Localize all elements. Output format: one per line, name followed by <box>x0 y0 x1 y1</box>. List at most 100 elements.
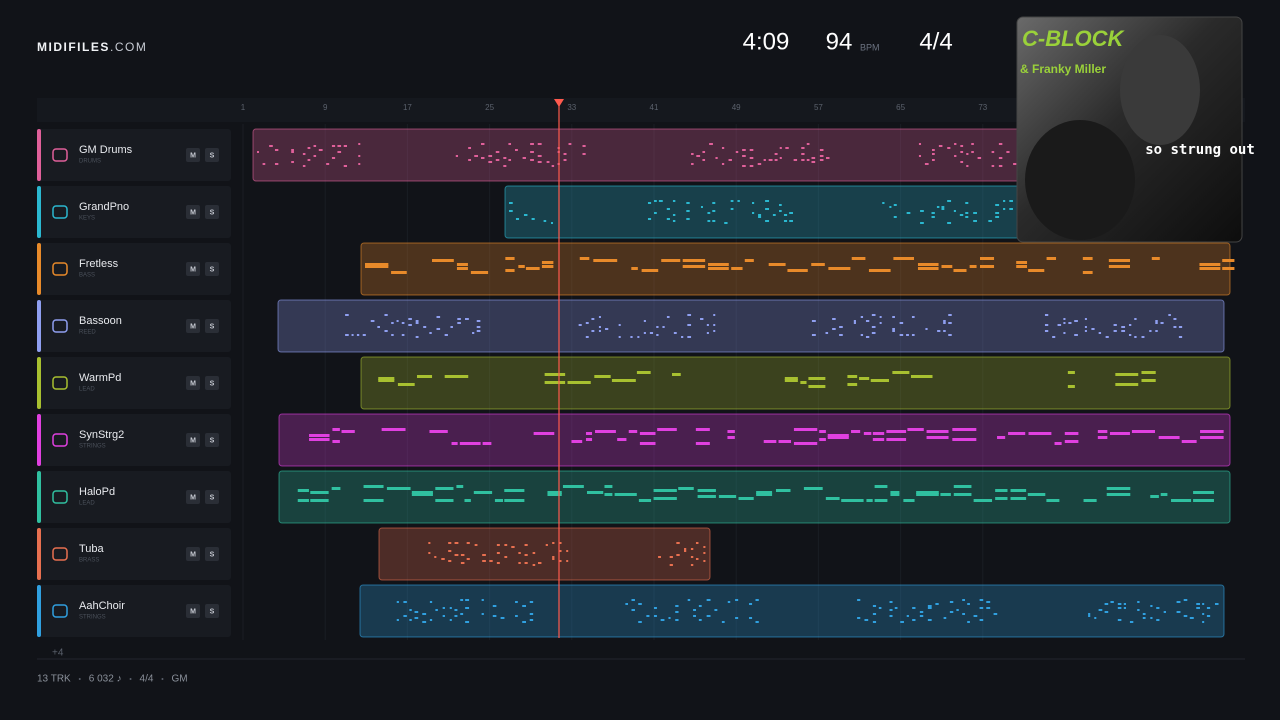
note <box>672 220 676 222</box>
note <box>713 330 716 332</box>
note <box>742 155 746 157</box>
mute-button[interactable] <box>186 604 200 618</box>
note <box>666 316 670 318</box>
mute-button[interactable] <box>186 376 200 390</box>
solo-button[interactable] <box>205 376 219 390</box>
mute-button[interactable] <box>186 148 200 162</box>
solo-button[interactable] <box>205 547 219 561</box>
mute-label[interactable]: M <box>190 380 196 387</box>
solo-button[interactable] <box>205 262 219 276</box>
solo-label[interactable]: S <box>210 608 215 615</box>
note <box>474 155 479 157</box>
note <box>889 601 893 603</box>
note <box>646 615 650 617</box>
solo-button[interactable] <box>205 604 219 618</box>
mute-button[interactable] <box>186 319 200 333</box>
note <box>1117 603 1122 605</box>
mute-label[interactable]: M <box>190 152 196 159</box>
track-header[interactable]: AahChoir STRINGS M S <box>37 585 231 637</box>
note <box>870 379 889 382</box>
note <box>979 607 984 609</box>
note <box>429 601 433 603</box>
mute-label[interactable]: M <box>190 551 196 558</box>
track-header[interactable]: WarmPd LEAD M S <box>37 357 231 409</box>
note <box>1091 328 1095 330</box>
clip[interactable] <box>378 527 711 581</box>
mute-button[interactable] <box>186 433 200 447</box>
solo-label[interactable]: S <box>210 323 215 330</box>
solo-button[interactable] <box>205 205 219 219</box>
solo-label[interactable]: S <box>210 551 215 558</box>
note <box>924 163 929 165</box>
note <box>611 379 636 382</box>
note <box>1155 330 1158 332</box>
clip[interactable] <box>278 413 1231 467</box>
note <box>871 332 876 334</box>
solo-label[interactable]: S <box>210 437 215 444</box>
mute-label[interactable]: M <box>190 437 196 444</box>
note <box>962 599 966 601</box>
note <box>801 159 805 161</box>
mute-button[interactable] <box>186 490 200 504</box>
note <box>718 495 737 498</box>
mute-label[interactable]: M <box>190 323 196 330</box>
solo-label[interactable]: S <box>210 266 215 273</box>
note <box>965 202 969 204</box>
track-icon <box>52 319 68 333</box>
note <box>906 615 909 617</box>
track-panel <box>37 585 231 637</box>
note <box>544 373 566 376</box>
note <box>444 375 469 378</box>
mute-button[interactable] <box>186 205 200 219</box>
mute-label[interactable]: M <box>190 266 196 273</box>
track-header[interactable]: Fretless BASS M S <box>37 243 231 295</box>
note <box>482 560 486 562</box>
more-tracks[interactable]: +4 <box>52 648 64 659</box>
note <box>857 599 861 601</box>
mute-label[interactable]: M <box>190 494 196 501</box>
note <box>662 326 665 328</box>
note <box>411 491 433 494</box>
solo-button[interactable] <box>205 490 219 504</box>
note <box>563 159 567 161</box>
note <box>695 442 710 445</box>
note <box>481 613 484 615</box>
note <box>872 432 885 435</box>
clip[interactable] <box>277 299 1225 353</box>
solo-button[interactable] <box>205 433 219 447</box>
track-header[interactable]: GrandPno KEYS M S <box>37 186 231 238</box>
clip[interactable] <box>360 356 1231 410</box>
solo-button[interactable] <box>205 319 219 333</box>
solo-label[interactable]: S <box>210 494 215 501</box>
mute-button[interactable] <box>186 262 200 276</box>
note <box>654 212 657 214</box>
note <box>966 165 969 167</box>
clip-notes <box>428 542 706 566</box>
track-header[interactable]: HaloPd LEAD M S <box>37 471 231 523</box>
mute-label[interactable]: M <box>190 209 196 216</box>
solo-label[interactable]: S <box>210 209 215 216</box>
solo-label[interactable]: S <box>210 380 215 387</box>
track-header[interactable]: GM Drums DRUMS M S <box>37 129 231 181</box>
track-header[interactable]: SynStrg2 STRINGS M S <box>37 414 231 466</box>
note <box>871 326 876 328</box>
note <box>749 157 754 159</box>
note <box>995 216 1000 218</box>
note <box>712 202 716 204</box>
track-header[interactable]: Bassoon REED M S <box>37 300 231 352</box>
note <box>800 381 807 384</box>
mute-button[interactable] <box>186 547 200 561</box>
note <box>853 322 856 324</box>
mute-label[interactable]: M <box>190 608 196 615</box>
playhead-handle[interactable] <box>554 99 564 107</box>
note <box>1137 601 1140 603</box>
track-header[interactable]: Tuba BRASS M S <box>37 528 231 580</box>
note <box>551 165 555 167</box>
solo-button[interactable] <box>205 148 219 162</box>
clip[interactable] <box>359 584 1225 638</box>
note <box>492 605 497 607</box>
solo-label[interactable]: S <box>210 152 215 159</box>
clip[interactable] <box>278 470 1231 524</box>
note <box>943 322 946 324</box>
note <box>863 432 872 435</box>
